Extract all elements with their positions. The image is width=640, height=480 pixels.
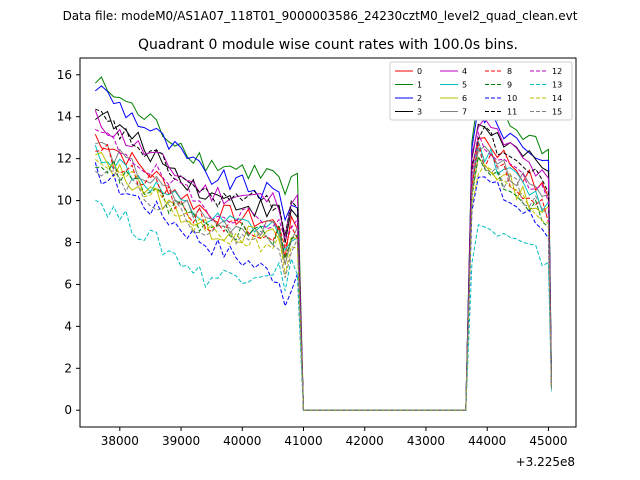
x-axis: 38000 39000 40000 41000 42000 43000 44000 45000: [101, 427, 568, 448]
x-tick-label: 43000: [407, 434, 445, 448]
y-tick-label: 0: [64, 403, 72, 417]
series-line-10: [94, 162, 552, 411]
x-tick-label: 42000: [346, 434, 384, 448]
series-line-9: [95, 155, 552, 411]
series-line-0: [94, 134, 552, 411]
y-tick-label: 10: [57, 194, 72, 208]
legend-label-9: 9: [507, 81, 512, 90]
series-line-11: [95, 108, 552, 411]
series-line-12: [95, 129, 552, 411]
y-tick-label: 12: [57, 152, 72, 166]
series-line-2: [94, 85, 552, 411]
plot-lines: [94, 76, 552, 411]
y-tick-label: 8: [64, 236, 72, 250]
series-line-14: [94, 159, 552, 411]
legend-label-10: 10: [507, 94, 517, 103]
series-line-6: [95, 151, 552, 411]
legend-label-3: 3: [417, 108, 422, 117]
legend-label-4: 4: [462, 67, 467, 76]
x-tick-label: 38000: [101, 434, 139, 448]
legend-label-11: 11: [507, 108, 517, 117]
series-line-15: [94, 146, 552, 411]
legend-label-2: 2: [417, 94, 422, 103]
legend-label-14: 14: [552, 94, 562, 103]
series-line-13: [95, 199, 552, 411]
legend-label-5: 5: [462, 81, 467, 90]
legend-label-12: 12: [552, 67, 562, 76]
y-tick-label: 16: [57, 68, 72, 82]
legend-label-1: 1: [417, 81, 422, 90]
series-line-3: [95, 110, 552, 411]
legend-label-8: 8: [507, 67, 512, 76]
suptitle: Data file: modeM0/AS1A07_118T01_90000035…: [63, 9, 578, 23]
y-axis: 0 2 4 6 8 10 12 14 16: [57, 68, 80, 417]
legend-label-15: 15: [552, 108, 562, 117]
series-line-8: [95, 142, 552, 411]
y-tick-label: 2: [64, 361, 72, 375]
series-line-5: [94, 141, 552, 411]
x-tick-label: 41000: [284, 434, 322, 448]
x-tick-label: 40000: [223, 434, 261, 448]
chart-title: Quadrant 0 module wise count rates with …: [138, 37, 518, 53]
series-line-4: [94, 110, 552, 411]
series-line-7: [95, 141, 552, 411]
y-tick-label: 4: [64, 319, 72, 333]
legend-label-7: 7: [462, 108, 467, 117]
series-line-1: [94, 76, 552, 411]
y-tick-label: 6: [64, 277, 72, 291]
legend-label-0: 0: [417, 67, 422, 76]
x-offset-label: +3.225e8: [516, 455, 575, 469]
legend-label-6: 6: [462, 94, 467, 103]
x-tick-label: 45000: [529, 434, 567, 448]
x-tick-label: 44000: [468, 434, 506, 448]
y-tick-label: 14: [57, 110, 72, 124]
legend-box: [389, 61, 573, 121]
legend-label-13: 13: [552, 81, 562, 90]
x-tick-label: 39000: [162, 434, 200, 448]
